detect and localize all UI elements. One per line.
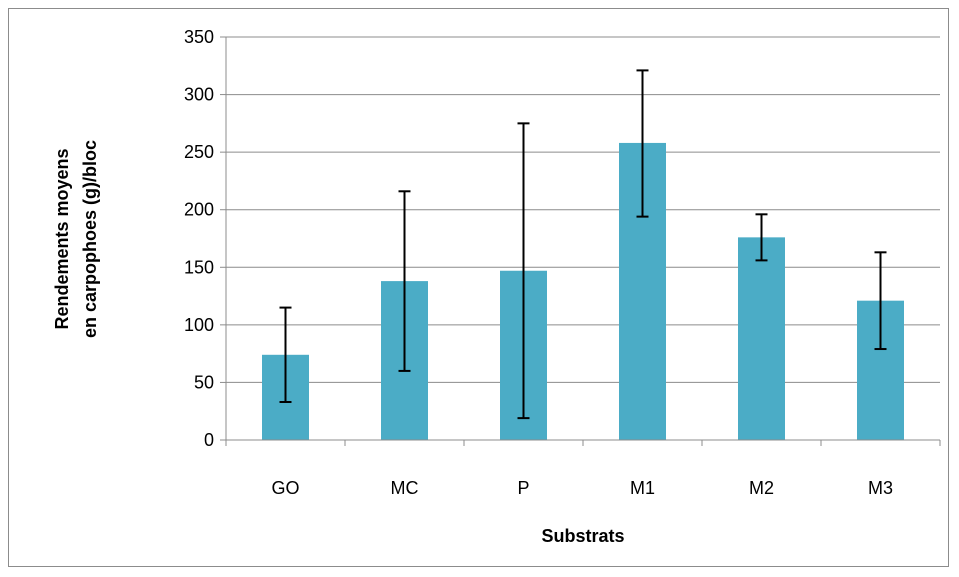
x-axis-title: Substrats <box>541 526 624 546</box>
chart-frame <box>8 8 949 567</box>
y-tick-label: 50 <box>194 372 214 392</box>
x-tick-labels: GO MC P M1 M2 M3 <box>271 478 893 498</box>
x-tick-label: M2 <box>749 478 774 498</box>
y-tick-label: 0 <box>204 430 214 450</box>
y-axis-title-line-1: Rendements moyens <box>52 148 72 329</box>
gridlines <box>226 36 940 383</box>
y-tick-label: 100 <box>184 315 214 335</box>
x-tick-label: M1 <box>630 478 655 498</box>
y-axis-title-line-2: en carpophoes (g)/bloc <box>80 140 100 338</box>
bar-m2 <box>738 237 785 440</box>
y-tick-labels: 0 50 100 150 200 250 300 350 <box>184 27 214 450</box>
x-tick-label: P <box>517 478 529 498</box>
x-tick-label: GO <box>271 478 299 498</box>
x-tick-label: MC <box>391 478 419 498</box>
bars <box>262 142 904 440</box>
axes <box>220 36 941 446</box>
y-tick-label: 250 <box>184 142 214 162</box>
y-tick-label: 200 <box>184 200 214 220</box>
x-tick-label: M3 <box>868 478 893 498</box>
y-tick-label: 150 <box>184 257 214 277</box>
y-tick-label: 350 <box>184 27 214 47</box>
error-bars <box>279 69 887 420</box>
y-tick-label: 300 <box>184 85 214 105</box>
y-axis-title: Rendements moyens en carpophoes (g)/bloc <box>52 140 100 338</box>
